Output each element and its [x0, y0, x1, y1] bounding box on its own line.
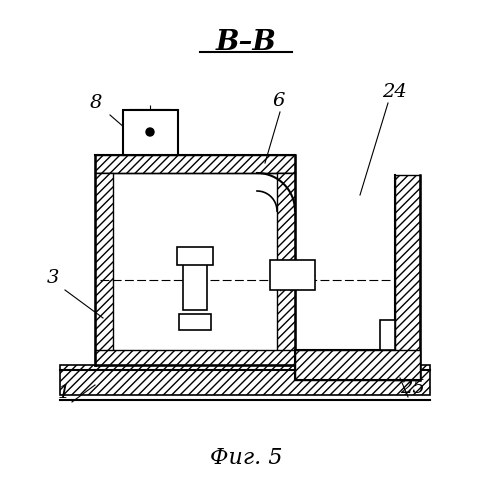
Bar	[95, 155, 295, 173]
Text: 3: 3	[47, 269, 60, 287]
Bar	[270, 260, 315, 290]
Circle shape	[146, 128, 154, 136]
Text: В–В: В–В	[215, 28, 277, 55]
Bar	[295, 350, 420, 380]
Bar	[113, 173, 277, 365]
Bar	[179, 314, 211, 330]
Bar	[183, 250, 207, 310]
Bar	[95, 173, 113, 365]
Bar	[395, 175, 420, 380]
Text: Фиг. 5: Фиг. 5	[210, 447, 282, 469]
Bar	[123, 110, 178, 155]
Bar	[177, 247, 213, 265]
Text: 1: 1	[58, 384, 70, 402]
Text: 25: 25	[400, 379, 425, 397]
Bar	[277, 173, 295, 365]
Bar	[95, 350, 295, 365]
Bar	[380, 320, 395, 350]
Text: 8: 8	[90, 94, 102, 112]
Bar	[60, 365, 430, 395]
Text: 24: 24	[382, 83, 407, 101]
Text: 6: 6	[272, 92, 284, 110]
